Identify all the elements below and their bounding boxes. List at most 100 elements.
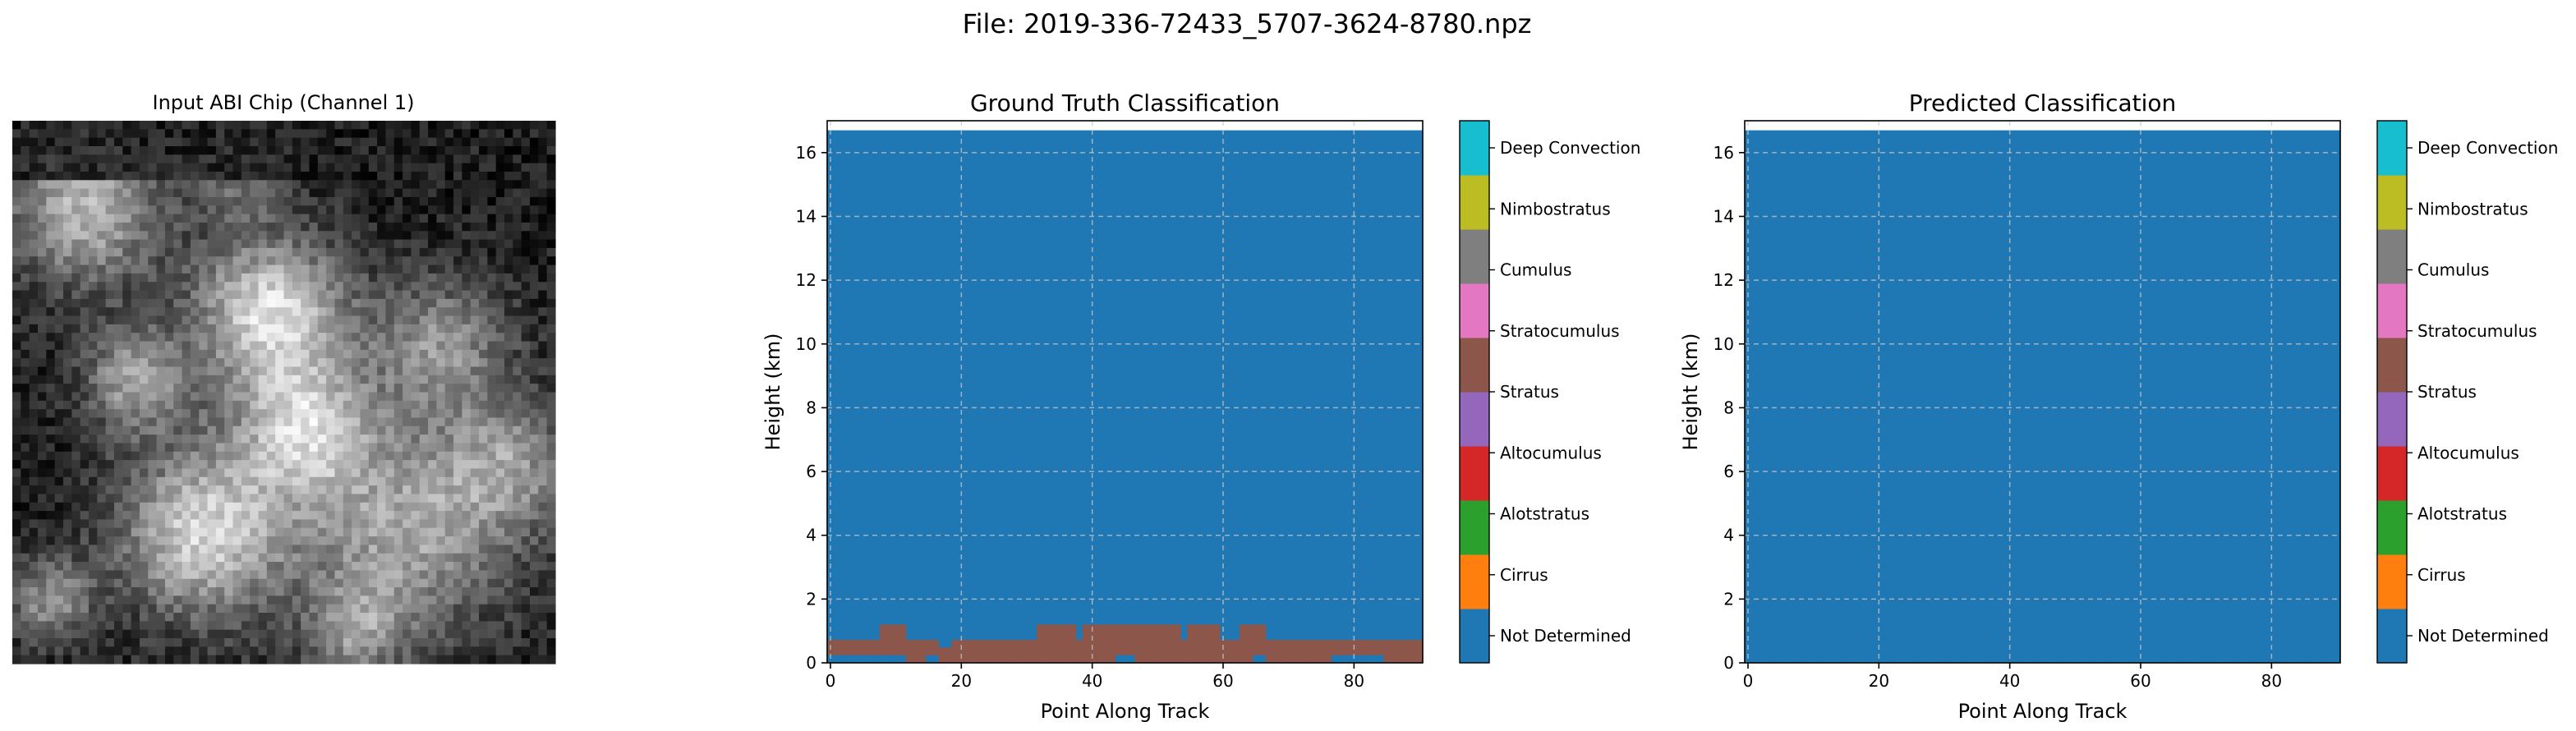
chip-pixel xyxy=(190,638,200,647)
chip-pixel xyxy=(301,409,310,419)
chip-pixel xyxy=(199,188,209,198)
chip-pixel xyxy=(207,519,217,529)
chip-pixel xyxy=(419,315,429,325)
chip-pixel xyxy=(266,205,276,215)
chip-pixel xyxy=(283,621,293,631)
chip-pixel xyxy=(232,247,242,257)
chip-pixel xyxy=(428,621,438,631)
chip-pixel xyxy=(105,451,115,461)
chip-pixel xyxy=(97,494,107,503)
chip-pixel xyxy=(428,341,438,351)
chip-pixel xyxy=(495,307,505,317)
chip-pixel xyxy=(54,417,64,427)
chip-pixel xyxy=(419,324,429,333)
chip-pixel xyxy=(148,358,158,368)
chip-pixel xyxy=(453,324,462,333)
chip-pixel xyxy=(241,384,251,393)
chip-pixel xyxy=(97,129,107,139)
chip-pixel xyxy=(538,375,548,384)
chip-pixel xyxy=(402,511,412,521)
chip-pixel xyxy=(250,188,260,198)
chip-pixel xyxy=(46,613,56,622)
chip-pixel xyxy=(80,324,90,333)
colorbar-segment xyxy=(1460,121,1489,176)
chip-pixel xyxy=(258,434,268,444)
chip-pixel xyxy=(21,375,30,384)
chip-pixel xyxy=(343,494,352,503)
chip-pixel xyxy=(173,570,183,580)
chip-pixel xyxy=(250,222,260,232)
chip-pixel xyxy=(164,502,174,512)
chip-pixel xyxy=(224,485,234,495)
chip-pixel xyxy=(504,638,513,647)
chip-pixel xyxy=(131,358,140,368)
chip-pixel xyxy=(250,264,260,274)
chip-pixel xyxy=(97,613,107,622)
chip-pixel xyxy=(12,375,21,384)
chip-pixel xyxy=(546,121,556,130)
chip-pixel xyxy=(326,578,336,588)
chip-pixel xyxy=(46,129,56,139)
chip-pixel xyxy=(139,613,149,622)
chip-pixel xyxy=(436,485,446,495)
chip-pixel xyxy=(190,536,200,546)
chip-pixel xyxy=(368,315,378,325)
chip-pixel xyxy=(156,239,166,249)
chip-pixel xyxy=(88,205,98,215)
chip-pixel xyxy=(385,511,395,521)
chip-pixel xyxy=(419,629,429,639)
chip-pixel xyxy=(343,562,352,571)
chip-pixel xyxy=(453,409,462,419)
chip-pixel xyxy=(80,180,90,190)
chip-pixel xyxy=(148,562,158,571)
chip-pixel xyxy=(71,476,81,486)
chip-pixel xyxy=(105,527,115,537)
chip-pixel xyxy=(309,400,319,410)
y-tick-label: 8 xyxy=(806,398,816,417)
chip-pixel xyxy=(436,621,446,631)
chip-pixel xyxy=(453,121,462,130)
chip-pixel xyxy=(156,188,166,198)
chip-pixel xyxy=(360,536,370,546)
chip-pixel xyxy=(283,366,293,376)
chip-pixel xyxy=(301,562,310,571)
chip-pixel xyxy=(368,205,378,215)
chip-pixel xyxy=(352,341,361,351)
chip-pixel xyxy=(113,638,123,647)
chip-pixel xyxy=(402,341,412,351)
colorbar-label: Nimbostratus xyxy=(1500,199,1611,218)
chip-pixel xyxy=(444,578,454,588)
chip-pixel xyxy=(495,451,505,461)
chip-pixel xyxy=(164,553,174,563)
chip-pixel xyxy=(173,247,183,257)
chip-pixel xyxy=(232,145,242,155)
chip-pixel xyxy=(105,214,115,223)
chip-pixel xyxy=(495,604,505,614)
chip-pixel xyxy=(62,239,72,249)
chip-pixel xyxy=(29,604,39,614)
chip-pixel xyxy=(436,578,446,588)
chip-pixel xyxy=(521,264,531,274)
chip-pixel xyxy=(97,333,107,343)
chip-pixel xyxy=(88,121,98,130)
chip-pixel xyxy=(495,247,505,257)
chip-pixel xyxy=(173,290,183,300)
chip-pixel xyxy=(199,476,209,486)
chip-pixel xyxy=(393,324,403,333)
chip-pixel xyxy=(513,333,522,343)
chip-pixel xyxy=(334,180,344,190)
chip-pixel xyxy=(334,562,344,571)
chip-pixel xyxy=(80,511,90,521)
chip-pixel xyxy=(97,553,107,563)
chip-pixel xyxy=(385,171,395,181)
chip-pixel xyxy=(521,434,531,444)
chip-pixel xyxy=(411,553,421,563)
chip-pixel xyxy=(250,570,260,580)
chip-pixel xyxy=(470,290,480,300)
chip-pixel xyxy=(462,511,472,521)
chip-pixel xyxy=(232,231,242,241)
chip-pixel xyxy=(326,247,336,257)
chip-pixel xyxy=(105,417,115,427)
chip-pixel xyxy=(71,129,81,139)
chip-pixel xyxy=(88,443,98,453)
